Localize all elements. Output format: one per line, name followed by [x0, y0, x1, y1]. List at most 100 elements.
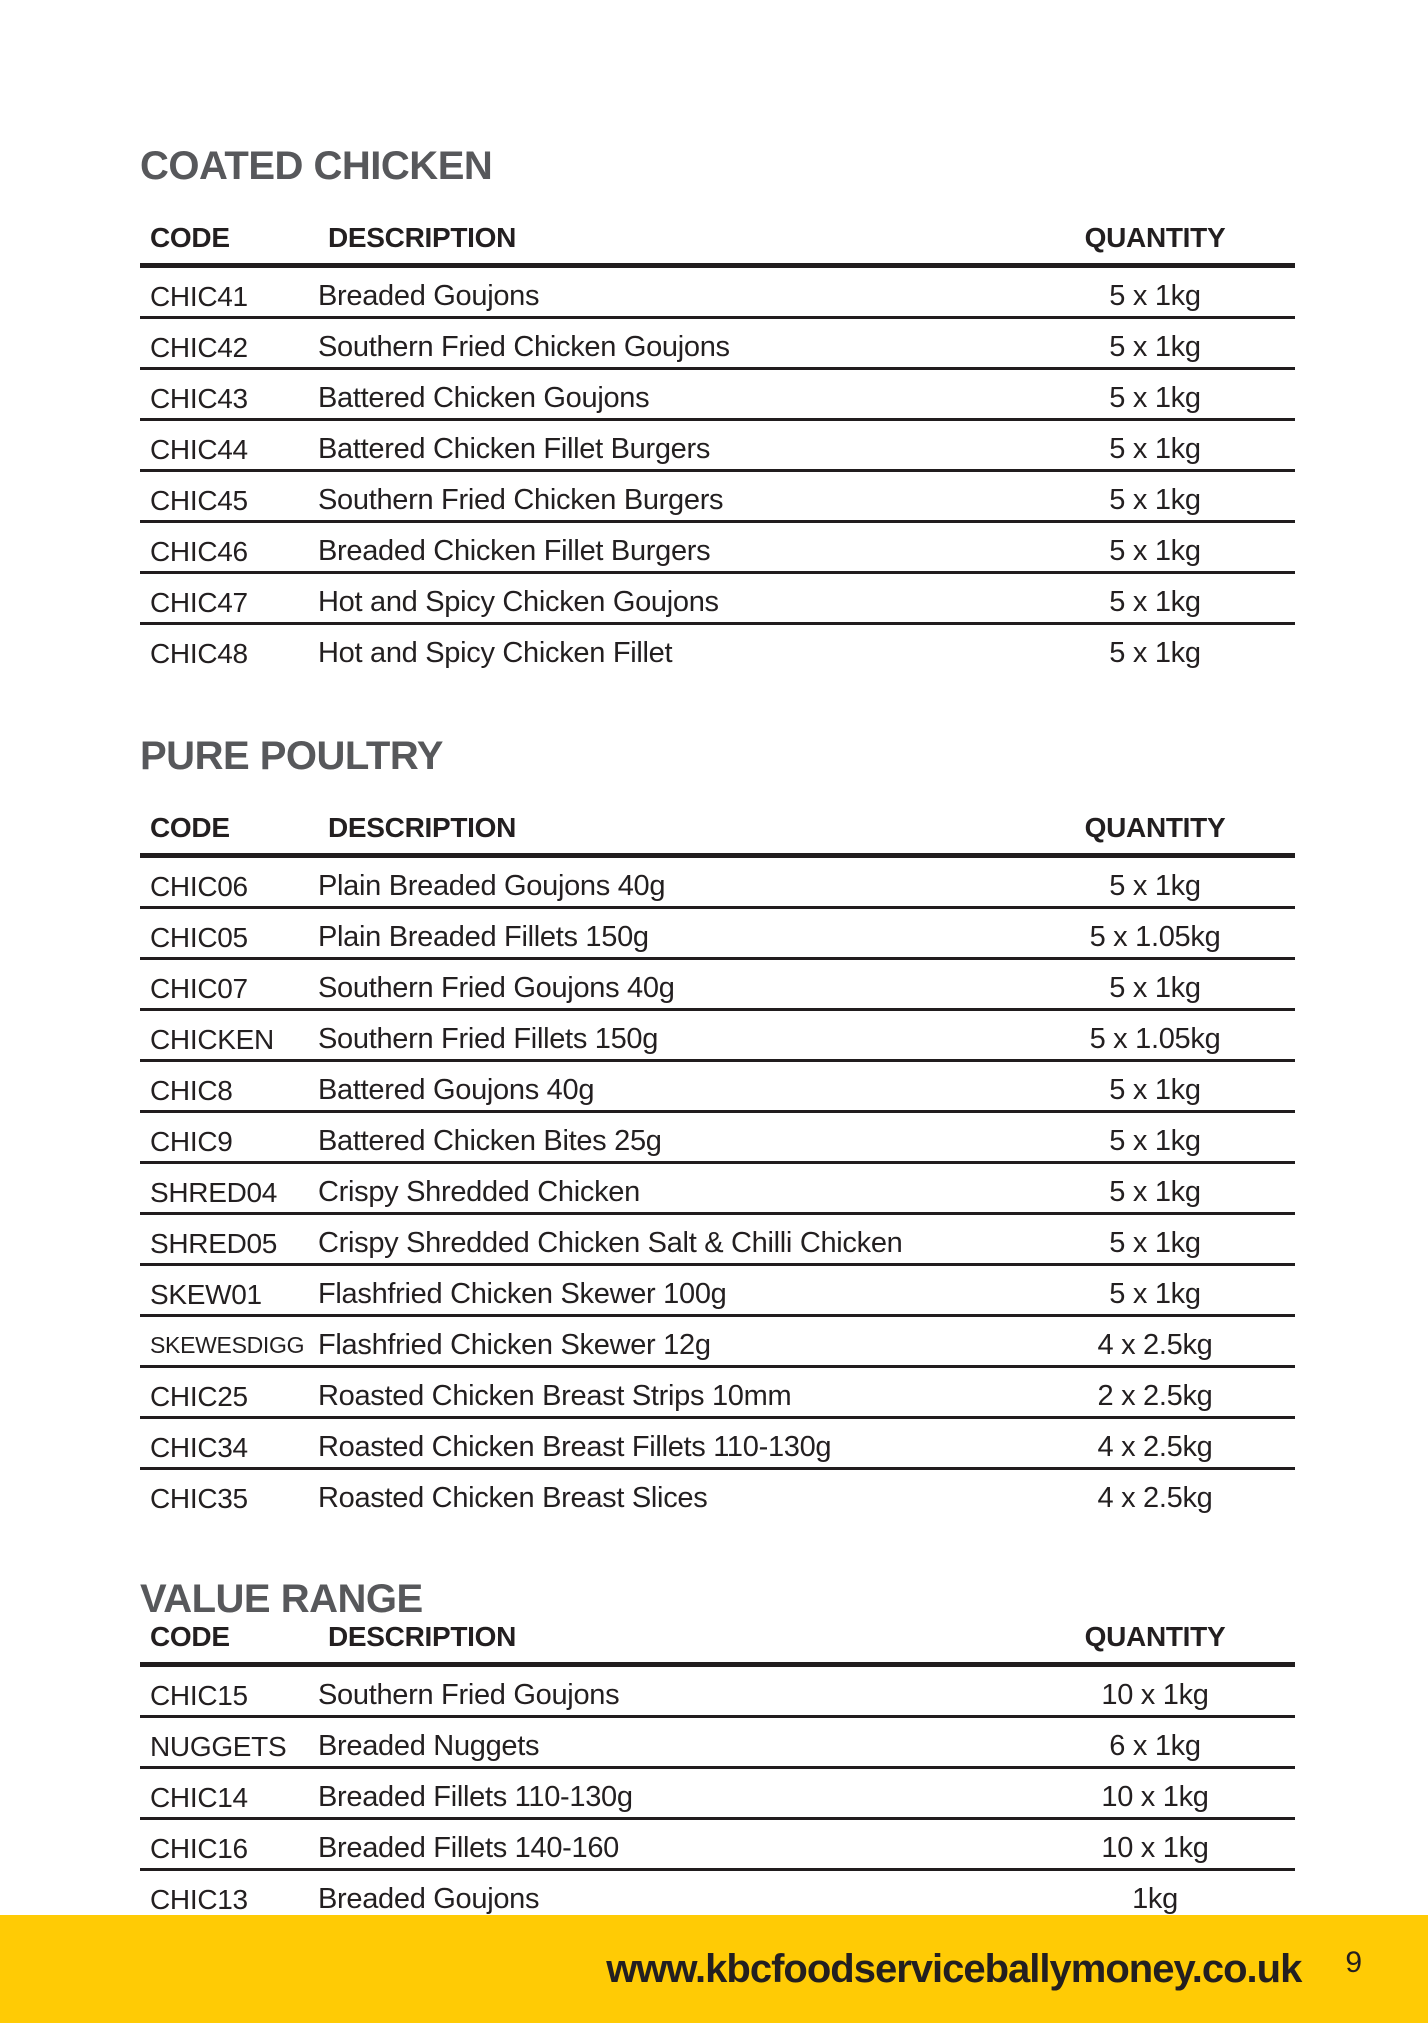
product-description: Roasted Chicken Breast Fillets 110-130g — [318, 1417, 1015, 1470]
table-row: CHIC48 Hot and Spicy Chicken Fillet 5 x 1k… — [140, 624, 1295, 674]
product-code: CHIC34 — [140, 1417, 318, 1470]
table-row: CHIC16 Breaded Fillets 140-160 10 x 1kg — [140, 1818, 1295, 1871]
table-row: CHIC15 Southern Fried Goujons 10 x 1kg — [140, 1664, 1295, 1718]
product-quantity: 5 x 1.05kg — [1015, 1009, 1295, 1062]
product-quantity: 5 x 1kg — [1015, 1162, 1295, 1215]
product-description: Hot and Spicy Chicken Fillet — [318, 637, 673, 669]
table-row: CHIC06 Plain Breaded Goujons 40g 5 x 1kg — [140, 855, 1295, 909]
product-section: VALUE RANGE CODE DESCRIPTION QUANTITY CHIC15… — [140, 1579, 1295, 1922]
product-description: Southern Fried Goujons — [318, 1664, 1015, 1718]
product-description: Hot and Spicy Chicken Goujons — [318, 572, 1015, 625]
product-code: CHIC43 — [140, 368, 318, 421]
page-footer: www.kbcfoodserviceballymoney.co.uk 9 — [0, 1915, 1428, 2023]
product-quantity: 5 x 1kg — [1015, 317, 1295, 370]
column-header-quantity: QUANTITY — [1015, 812, 1295, 858]
table-row: CHIC9 Battered Chicken Bites 25g 5 x 1kg — [140, 1111, 1295, 1164]
product-quantity: 6 x 1kg — [1015, 1716, 1295, 1769]
product-description: Crispy Shredded Chicken — [318, 1162, 1015, 1215]
product-description: Battered Goujons 40g — [318, 1060, 1015, 1113]
table-row: CHIC35 Roasted Chicken Breast Slices 4 x 2… — [140, 1469, 1295, 1519]
product-code: SKEW01 — [140, 1264, 318, 1317]
product-code: CHIC07 — [140, 958, 318, 1011]
product-code: NUGGETS — [140, 1716, 318, 1769]
table-row: CHICKEN Southern Fried Fillets 150g 5 x 1.… — [140, 1009, 1295, 1062]
product-quantity: 5 x 1kg — [1015, 1111, 1295, 1164]
product-description: Breaded Fillets 110-130g — [318, 1767, 1015, 1820]
product-description: Battered Chicken Fillet Burgers — [318, 419, 1015, 472]
product-description: Southern Fried Goujons 40g — [318, 958, 1015, 1011]
table-row: SKEWESDIGG Flashfried Chicken Skewer 12g 4… — [140, 1315, 1295, 1368]
product-code: CHIC45 — [140, 470, 318, 523]
section-title: PURE POULTRY — [140, 734, 443, 778]
product-section: PURE POULTRY CODE DESCRIPTION QUANTITY CHIC0… — [140, 736, 1295, 1518]
product-table: CODE DESCRIPTION QUANTITY CHIC41 Breaded Gou… — [140, 222, 1295, 673]
product-quantity: 5 x 1kg — [1015, 265, 1295, 319]
section-title: COATED CHICKEN — [140, 144, 493, 188]
product-description: Breaded Goujons — [318, 265, 1015, 319]
table-row: CHIC41 Breaded Goujons 5 x 1kg — [140, 265, 1295, 319]
table-header-row: CODE DESCRIPTION QUANTITY — [140, 812, 1295, 858]
product-description: Breaded Fillets 140-160 — [318, 1818, 1015, 1871]
product-quantity: 1kg — [1015, 1869, 1295, 1922]
table-row: CHIC47 Hot and Spicy Chicken Goujons 5 x 1… — [140, 572, 1295, 625]
product-quantity: 5 x 1kg — [1015, 419, 1295, 472]
product-quantity: 5 x 1kg — [1015, 1213, 1295, 1266]
product-code: CHIC06 — [140, 855, 318, 909]
section-title: VALUE RANGE — [140, 1577, 423, 1621]
table-row: CHIC14 Breaded Fillets 110-130g 10 x 1kg — [140, 1767, 1295, 1820]
product-description: Breaded Chicken Fillet Burgers — [318, 521, 1015, 574]
product-code: SHRED04 — [140, 1162, 318, 1215]
table-row: SHRED04 Crispy Shredded Chicken 5 x 1kg — [140, 1162, 1295, 1215]
product-description: Roasted Chicken Breast Slices — [318, 1482, 708, 1514]
table-row: CHIC43 Battered Chicken Goujons 5 x 1kg — [140, 368, 1295, 421]
product-quantity: 4 x 2.5kg — [1015, 1417, 1295, 1470]
product-code: CHIC8 — [140, 1060, 318, 1113]
table-row: NUGGETS Breaded Nuggets 6 x 1kg — [140, 1716, 1295, 1769]
column-header-quantity: QUANTITY — [1015, 222, 1295, 268]
column-header-quantity: QUANTITY — [1015, 1621, 1295, 1667]
product-description: Flashfried Chicken Skewer 12g — [318, 1315, 1015, 1368]
table-header-row: CODE DESCRIPTION QUANTITY — [140, 222, 1295, 268]
table-row: CHIC42 Southern Fried Chicken Goujons 5 x … — [140, 317, 1295, 370]
product-code: CHIC14 — [140, 1767, 318, 1820]
product-section: COATED CHICKEN CODE DESCRIPTION QUANTITY CHI… — [140, 146, 1295, 673]
column-header-description: DESCRIPTION — [318, 812, 1015, 858]
column-header-code: CODE — [140, 1621, 318, 1667]
product-quantity: 5 x 1kg — [1015, 470, 1295, 523]
product-quantity: 5 x 1kg — [1015, 1264, 1295, 1317]
product-code: CHIC35 — [150, 1483, 248, 1514]
table-row: CHIC05 Plain Breaded Fillets 150g 5 x 1.05… — [140, 907, 1295, 960]
product-quantity: 5 x 1kg — [1109, 637, 1201, 669]
product-code: CHIC05 — [140, 907, 318, 960]
column-header-description: DESCRIPTION — [318, 1621, 1015, 1667]
table-row: CHIC34 Roasted Chicken Breast Fillets 110… — [140, 1417, 1295, 1470]
product-description: Southern Fried Chicken Burgers — [318, 470, 1015, 523]
product-code: SKEWESDIGG — [140, 1315, 318, 1368]
table-row: CHIC25 Roasted Chicken Breast Strips 10mm… — [140, 1366, 1295, 1419]
product-quantity: 4 x 2.5kg — [1097, 1482, 1213, 1514]
column-header-code: CODE — [140, 812, 318, 858]
product-quantity: 5 x 1kg — [1015, 572, 1295, 625]
table-row: CHIC45 Southern Fried Chicken Burgers 5 x … — [140, 470, 1295, 523]
column-header-description: DESCRIPTION — [318, 222, 1015, 268]
product-description: Southern Fried Chicken Goujons — [318, 317, 1015, 370]
product-quantity: 2 x 2.5kg — [1015, 1366, 1295, 1419]
product-quantity: 5 x 1kg — [1015, 958, 1295, 1011]
product-code: CHIC47 — [140, 572, 318, 625]
product-code: CHIC13 — [140, 1869, 318, 1922]
table-row: SHRED05 Crispy Shredded Chicken Salt & Ch… — [140, 1213, 1295, 1266]
product-code: CHIC25 — [140, 1366, 318, 1419]
table-row: CHIC8 Battered Goujons 40g 5 x 1kg — [140, 1060, 1295, 1113]
product-code: SHRED05 — [140, 1213, 318, 1266]
product-code: CHIC16 — [140, 1818, 318, 1871]
product-description: Battered Chicken Goujons — [318, 368, 1015, 421]
product-description: Crispy Shredded Chicken Salt & Chilli Ch… — [318, 1213, 1015, 1266]
product-quantity: 10 x 1kg — [1015, 1818, 1295, 1871]
catalog-content: COATED CHICKEN CODE DESCRIPTION QUANTITY CHI… — [140, 0, 1295, 1922]
product-description: Roasted Chicken Breast Strips 10mm — [318, 1366, 1015, 1419]
product-code: CHIC48 — [150, 638, 248, 669]
product-description: Plain Breaded Goujons 40g — [318, 855, 1015, 909]
table-row: CHIC46 Breaded Chicken Fillet Burgers 5 x … — [140, 521, 1295, 574]
product-code: CHIC44 — [140, 419, 318, 472]
